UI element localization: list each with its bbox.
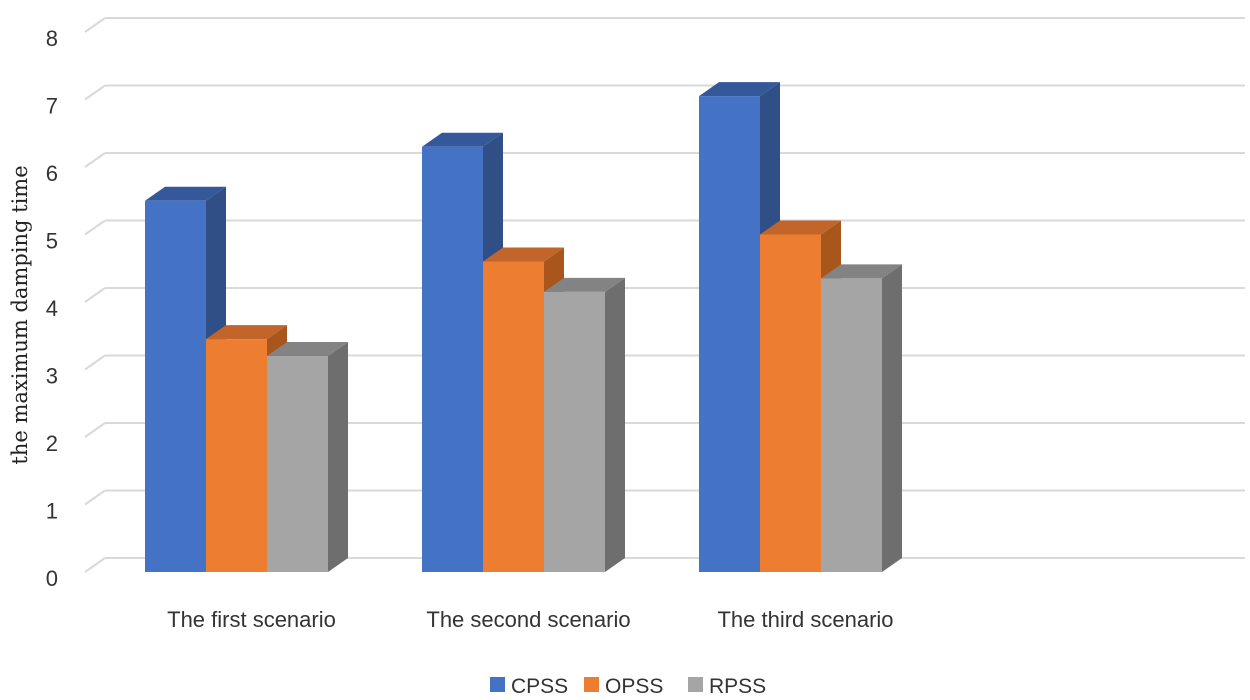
bar-top — [544, 277, 625, 292]
gridline-side — [84, 287, 106, 303]
bar-front — [699, 96, 760, 572]
legend-item: CPSS — [490, 675, 568, 698]
legend-label: CPSS — [511, 675, 568, 698]
y-tick-label: 0 — [46, 566, 58, 591]
y-tick-label: 8 — [46, 26, 58, 51]
bar-top — [483, 247, 564, 262]
legend-item: OPSS — [584, 675, 663, 698]
y-axis-label: the maximum damping time — [8, 165, 32, 464]
legend-item: RPSS — [688, 675, 766, 698]
legend-label: OPSS — [605, 675, 663, 698]
bar-front — [206, 339, 267, 572]
bar-side — [605, 277, 625, 572]
bar-side — [328, 342, 348, 572]
y-tick-label: 5 — [46, 229, 58, 254]
legend: CPSS OPSS RPSS — [490, 675, 766, 698]
y-tick-label: 3 — [46, 364, 58, 389]
y-tick-label: 6 — [46, 161, 58, 186]
bar-top — [145, 186, 226, 201]
bar-top — [821, 264, 902, 279]
legend-label: RPSS — [709, 675, 766, 698]
y-tick-label: 4 — [46, 296, 58, 321]
bars — [145, 82, 902, 572]
x-category-label: The second scenario — [426, 607, 630, 632]
y-axis-ticks: 0 1 2 3 4 5 6 7 8 — [46, 26, 58, 591]
gridline-side — [84, 84, 106, 101]
x-category-label: The third scenario — [717, 607, 893, 632]
bar-top — [422, 132, 503, 147]
gridline-side — [84, 422, 106, 438]
bar-front — [267, 356, 328, 572]
gridline-side — [84, 354, 106, 371]
gridline-side — [84, 489, 106, 506]
y-tick-label: 1 — [46, 499, 58, 524]
bar-side — [882, 264, 902, 572]
bar-front — [544, 291, 605, 572]
y-tick-label: 2 — [46, 431, 58, 456]
gridline-side — [84, 557, 106, 573]
gridline-side — [84, 219, 106, 236]
legend-swatch — [490, 677, 505, 692]
bar-top — [699, 82, 780, 97]
x-axis-categories: The first scenario The second scenario The… — [167, 607, 893, 632]
bar-top — [206, 325, 287, 340]
bar-front — [760, 234, 821, 572]
legend-swatch — [584, 677, 599, 692]
bar-front — [483, 261, 544, 572]
legend-swatch — [688, 677, 703, 692]
bar — [821, 264, 902, 572]
gridline-side — [84, 152, 106, 168]
bar-front — [821, 278, 882, 572]
gridline-side — [84, 17, 106, 33]
bar — [544, 277, 625, 572]
bar — [267, 342, 348, 572]
x-category-label: The first scenario — [167, 607, 336, 632]
bar-front — [422, 146, 483, 572]
y-tick-label: 7 — [46, 94, 58, 119]
bar-front — [145, 200, 206, 572]
bar-top — [267, 342, 348, 356]
bar-top — [760, 220, 841, 235]
